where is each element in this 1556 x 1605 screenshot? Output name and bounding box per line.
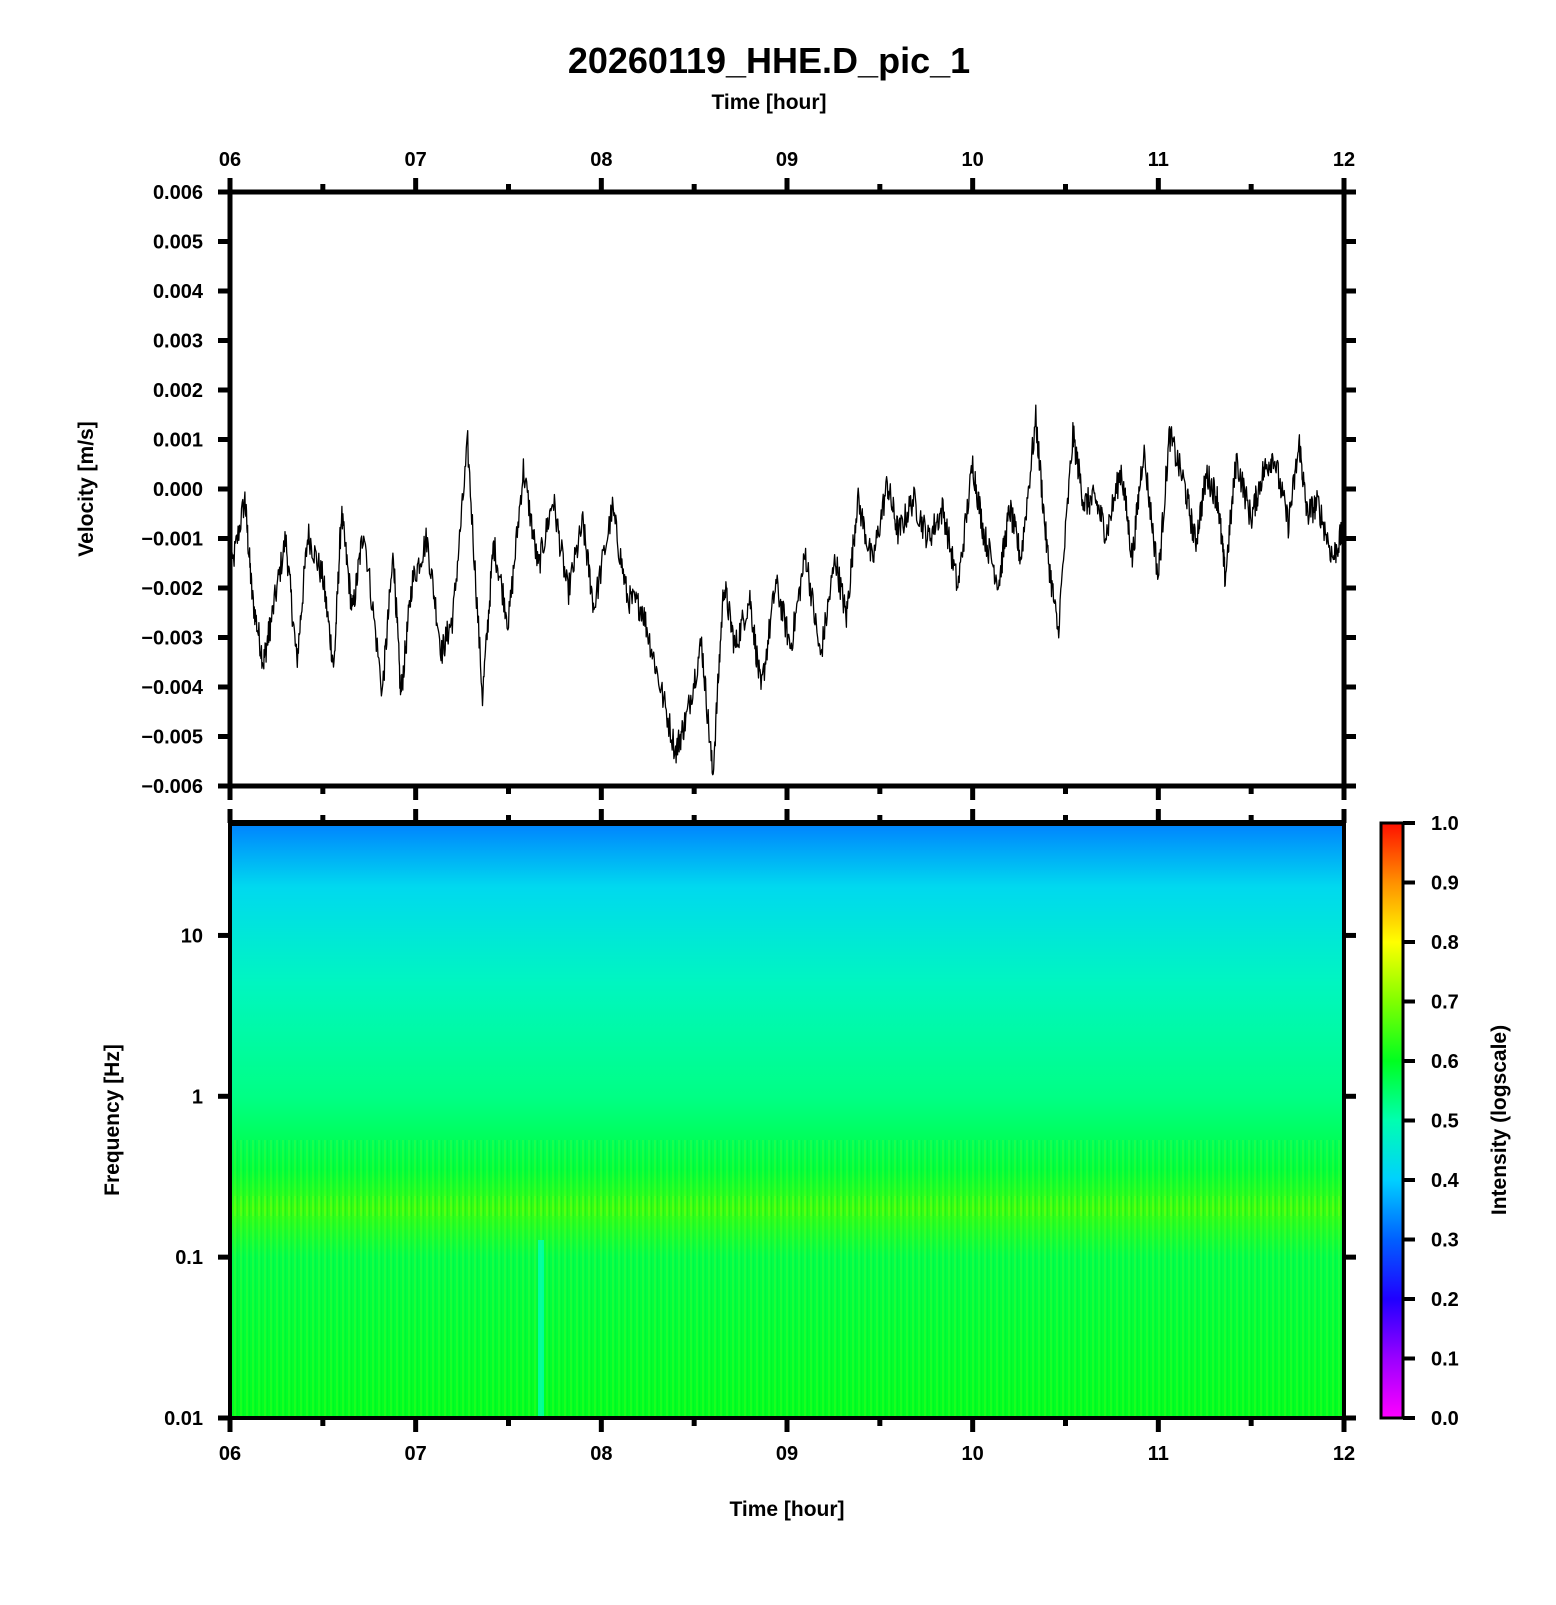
bottom-x-axis-label: Time [hour] [729, 1498, 844, 1521]
colorbar-tick-label: 0.6 [1431, 1051, 1459, 1073]
colorbar-tick-label: 0.8 [1431, 932, 1459, 954]
waveform-y-tick-label: −0.005 [141, 727, 203, 749]
spectrogram-y-tick-label: 0.01 [164, 1408, 203, 1430]
waveform-y-ticks: 0.006 0.005 0.004 0.003 0.002 0.001 0.000 −0.00… [141, 182, 1356, 798]
colorbar-tick-label: 0.3 [1431, 1230, 1459, 1252]
colorbar-tick-label: 0.9 [1431, 873, 1459, 895]
spectrogram-x-tick-label: 12 [1333, 1443, 1355, 1465]
waveform-top-tick-label: 08 [590, 149, 612, 171]
spectrogram-y-tick-label: 1 [192, 1086, 203, 1108]
waveform-y-tick-label: 0.006 [153, 182, 203, 204]
spectrogram-y-tick-label: 10 [181, 925, 203, 947]
waveform-top-tick-label: 10 [962, 149, 984, 171]
colorbar-tick-label: 1.0 [1431, 813, 1459, 835]
colorbar-gradient [1379, 821, 1405, 1420]
colorbar-tick-label: 0.0 [1431, 1408, 1459, 1430]
spectrogram-x-tick-label: 06 [219, 1443, 241, 1465]
colorbar-label: Intensity (logscale) [1488, 1025, 1511, 1215]
waveform-y-tick-label: −0.004 [141, 677, 204, 699]
waveform-y-tick-label: −0.001 [141, 529, 203, 551]
spectrogram-x-tick-label: 11 [1148, 1443, 1169, 1465]
waveform-top-tick-label: 12 [1333, 149, 1355, 171]
waveform-frame [227, 189, 1347, 789]
spectrogram-x-tick-label: 08 [590, 1443, 612, 1465]
waveform-y-axis-label: Velocity [m/s] [75, 421, 98, 556]
spectrogram-band-0p2hz [232, 1196, 1342, 1216]
colorbar-tick-label: 0.2 [1431, 1289, 1459, 1311]
top-x-axis-label: Time [hour] [711, 91, 826, 114]
spectrogram-panel: 06 07 08 09 10 11 12 10 1 0.1 0.01 Frequency [Hz]… [101, 809, 1356, 1521]
waveform-y-tick-label: 0.005 [153, 232, 203, 254]
waveform-y-tick-label: 0.004 [153, 281, 204, 303]
waveform-top-tick-label: 07 [405, 149, 427, 171]
spectrogram-x-tick-label: 07 [405, 1443, 427, 1465]
colorbar-tick-label: 0.7 [1431, 992, 1459, 1014]
colorbar-tick-label: 0.4 [1431, 1170, 1460, 1192]
waveform-y-tick-label: −0.006 [141, 776, 203, 798]
waveform-top-tick-label: 06 [219, 149, 241, 171]
chart-title: 20260119_HHE.D_pic_1 [568, 40, 970, 81]
waveform-panel: 06 07 08 09 10 11 12 0.006 0.005 0.004 0.003 0.002… [75, 149, 1356, 800]
waveform-y-tick-label: −0.002 [141, 578, 203, 600]
colorbar-tick-label: 0.1 [1431, 1349, 1459, 1371]
waveform-y-tick-label: −0.003 [141, 628, 203, 650]
waveform-y-tick-label: 0.003 [153, 331, 203, 353]
spectrogram-cyan-streak [538, 1240, 544, 1418]
waveform-y-tick-label: 0.002 [153, 380, 203, 402]
colorbar-ticks: 1.0 0.9 0.8 0.7 0.6 0.5 0.4 0.3 0.2 0.1 0.0 [1403, 813, 1460, 1430]
waveform-top-ticks: 06 07 08 09 10 11 12 [219, 149, 1355, 800]
colorbar: 1.0 0.9 0.8 0.7 0.6 0.5 0.4 0.3 0.2 0.1 0.0 Intens… [1379, 813, 1511, 1430]
waveform-series-line [229, 404, 1345, 776]
spectrogram-y-tick-label: 0.1 [175, 1247, 203, 1269]
spectrogram-stripes [232, 1140, 1342, 1418]
waveform-top-tick-label: 11 [1148, 149, 1169, 171]
colorbar-tick-label: 0.5 [1431, 1111, 1459, 1133]
waveform-y-tick-label: 0.000 [153, 479, 203, 501]
spectrogram-x-tick-label: 10 [962, 1443, 984, 1465]
waveform-top-tick-label: 09 [776, 149, 798, 171]
spectrogram-x-tick-label: 09 [776, 1443, 798, 1465]
waveform-y-tick-label: 0.001 [153, 430, 203, 452]
spectrogram-y-axis-label: Frequency [Hz] [101, 1044, 124, 1196]
